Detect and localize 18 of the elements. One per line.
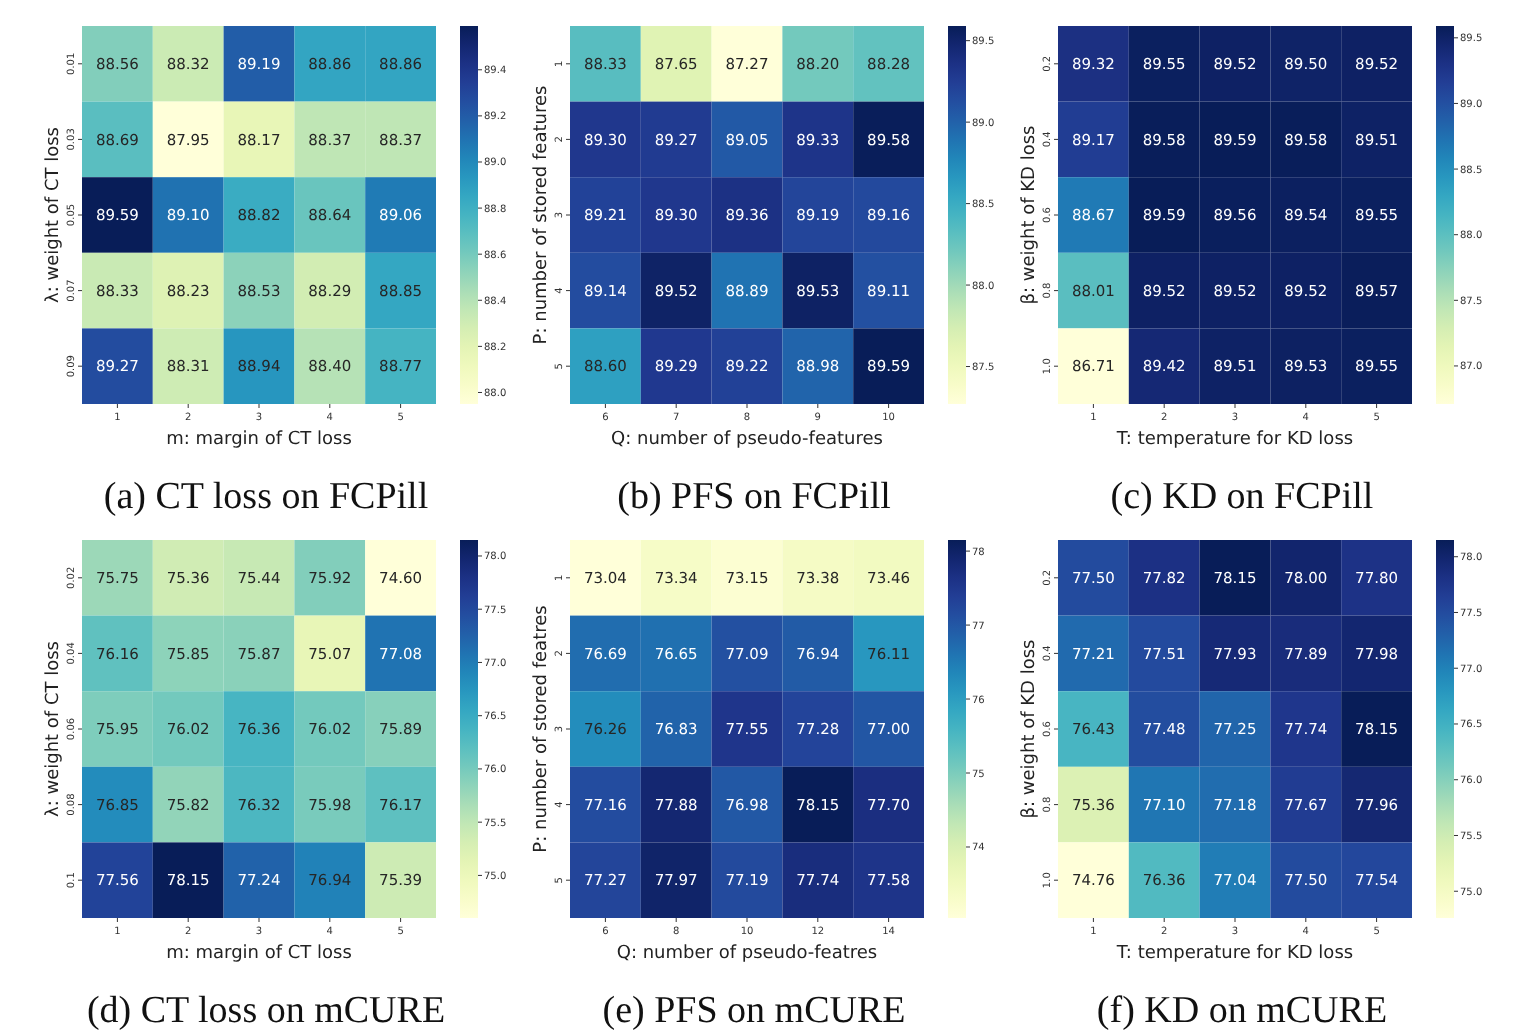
text: (f) KD on mCURE xyxy=(1096,990,1388,1032)
text: (e) PFS on mCURE xyxy=(602,990,906,1032)
y-axis-title: P: number of stored features xyxy=(532,85,552,345)
y-axis-title: λ: weight of CT loss xyxy=(44,640,64,817)
text: (a) CT loss on FCPill xyxy=(103,476,429,518)
x-axis-title: T: temperature for KD loss xyxy=(1114,430,1354,450)
text: (c) KD on FCPill xyxy=(1110,476,1374,518)
y-axis-title: P: number of stored featres xyxy=(532,604,552,853)
y-axis-title: β: weight of KD loss xyxy=(1020,638,1040,819)
x-axis-title: Q: number of pseudo-features xyxy=(611,430,884,450)
text: (b) PFS on FCPill xyxy=(617,476,891,518)
y-axis-title: λ: weight of CT loss xyxy=(44,126,64,303)
x-axis-title: m: margin of CT loss xyxy=(166,430,353,450)
x-axis-title: m: margin of CT loss xyxy=(166,944,353,964)
x-axis-title: Q: number of pseudo-featres xyxy=(616,944,878,964)
y-axis-title: β: weight of KD loss xyxy=(1020,124,1040,305)
x-axis-title: T: temperature for KD loss xyxy=(1114,944,1354,964)
text: (d) CT loss on mCURE xyxy=(86,990,446,1032)
